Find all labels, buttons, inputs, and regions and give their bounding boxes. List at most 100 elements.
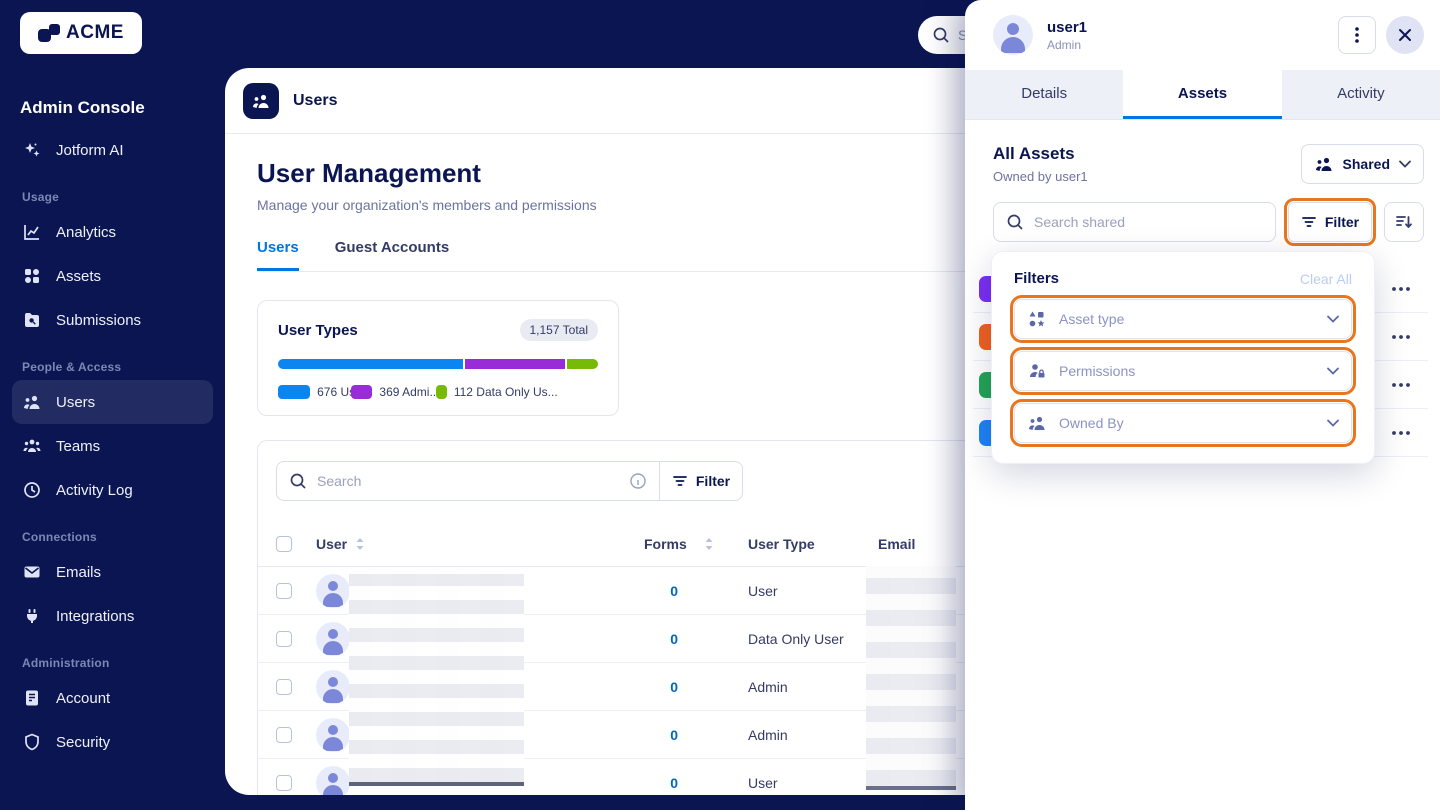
row-actions-icon[interactable]: [1392, 430, 1410, 435]
assets-icon: [22, 266, 42, 286]
tab-users[interactable]: Users: [257, 239, 299, 271]
sort-icon[interactable]: [355, 537, 365, 551]
filter-permissions-dropdown[interactable]: Permissions: [1010, 347, 1356, 395]
acme-logo[interactable]: ACME: [20, 12, 142, 54]
tab-details[interactable]: Details: [1021, 84, 1068, 102]
panel-user-role: Admin: [1047, 37, 1082, 52]
chevron-down-icon: [1327, 315, 1339, 323]
chevron-down-icon: [1327, 419, 1339, 427]
select-all-checkbox[interactable]: [276, 535, 292, 552]
user-type-cell: Admin: [748, 726, 788, 743]
forms-count-link[interactable]: 0: [670, 630, 678, 647]
bar-segment-admins: [464, 359, 566, 369]
avatar: [316, 669, 350, 704]
tab-activity[interactable]: Activity: [1337, 84, 1385, 102]
users-icon: [22, 392, 42, 412]
sidebar-item-label: Jotform AI: [56, 141, 124, 159]
row-checkbox[interactable]: [276, 775, 292, 791]
column-header-forms[interactable]: Forms: [644, 535, 687, 552]
emails-icon: [22, 562, 42, 582]
activity-log-icon: [22, 480, 42, 500]
info-icon: [629, 472, 647, 490]
panel-tabs: Details Assets Activity: [965, 70, 1440, 120]
sidebar-item-activity-log[interactable]: Activity Log: [12, 468, 213, 512]
forms-count-link[interactable]: 0: [670, 678, 678, 695]
global-search-text: S: [958, 27, 968, 43]
sidebar-item-label: Teams: [56, 437, 101, 455]
table-row[interactable]: 0 Admin: [258, 663, 985, 711]
tab-assets[interactable]: Assets: [1123, 70, 1282, 119]
sidebar-item-teams[interactable]: Teams: [12, 424, 213, 468]
user-type-cell: Data Only User: [748, 630, 844, 647]
column-header-user-type[interactable]: User Type: [748, 535, 815, 552]
shared-search-input[interactable]: [1034, 214, 1263, 230]
forms-count-link[interactable]: 0: [670, 726, 678, 743]
main-tabs: Users Guest Accounts: [257, 239, 985, 272]
forms-count-link[interactable]: 0: [670, 582, 678, 599]
bar-segment-data-only: [567, 359, 598, 369]
assets-sort-button[interactable]: [1384, 202, 1424, 242]
sidebar-item-account[interactable]: Account: [12, 676, 213, 720]
sidebar-item-label: Emails: [56, 563, 102, 581]
row-checkbox[interactable]: [276, 582, 292, 599]
users-page-icon: [243, 82, 279, 119]
table-filter-button[interactable]: Filter: [660, 462, 742, 500]
permissions-icon: [1027, 361, 1047, 381]
panel-menu-button[interactable]: [1338, 16, 1376, 54]
filter-label: Permissions: [1059, 363, 1136, 379]
filters-popup: Filters Clear All Asset type Permissions…: [991, 251, 1375, 464]
row-checkbox[interactable]: [276, 726, 292, 743]
avatar: [316, 621, 350, 656]
legend-label: 112 Data Only Us...: [453, 385, 558, 399]
filters-title: Filters: [1014, 270, 1060, 287]
sidebar-item-label: Assets: [56, 267, 102, 285]
sidebar-item-users[interactable]: Users: [12, 380, 213, 424]
close-icon: [1398, 28, 1412, 42]
chevron-down-icon: [1327, 367, 1339, 375]
clear-all-button[interactable]: Clear All: [1299, 270, 1352, 287]
account-icon: [22, 688, 42, 708]
row-actions-icon[interactable]: [1392, 382, 1410, 387]
sidebar-item-submissions[interactable]: Submissions: [12, 298, 213, 342]
sort-icon[interactable]: [704, 537, 714, 551]
sidebar: ACME Admin Console Jotform AI Usage Anal…: [0, 0, 225, 810]
user-type-cell: Admin: [748, 678, 788, 695]
row-actions-icon[interactable]: [1392, 334, 1410, 339]
table-row[interactable]: 0 User: [258, 567, 985, 615]
row-checkbox[interactable]: [276, 630, 292, 647]
acme-logo-icon: [38, 24, 61, 42]
bar-segment-users: [278, 359, 463, 369]
table-row[interactable]: 0 User: [258, 759, 985, 795]
all-assets-title: All Assets: [993, 144, 1075, 163]
sidebar-item-security[interactable]: Security: [12, 720, 213, 764]
filter-icon: [672, 474, 688, 488]
user-types-card: User Types 1,157 Total 676 Us... 369 Adm…: [257, 300, 619, 416]
filter-asset-type-dropdown[interactable]: Asset type: [1010, 295, 1356, 343]
table-search: [277, 462, 659, 500]
sidebar-item-assets[interactable]: Assets: [12, 254, 213, 298]
sidebar-item-integrations[interactable]: Integrations: [12, 594, 213, 638]
row-actions-icon[interactable]: [1392, 286, 1410, 291]
table-row[interactable]: 0 Data Only User: [258, 615, 985, 663]
tab-guest-accounts[interactable]: Guest Accounts: [334, 239, 450, 256]
filter-owned-by-dropdown[interactable]: Owned By: [1010, 399, 1356, 447]
avatar: [316, 766, 350, 795]
column-header-user[interactable]: User: [316, 535, 348, 552]
panel-header: user1 Admin: [965, 0, 1440, 70]
legend-swatch-admins: [351, 385, 373, 399]
table-row[interactable]: 0 Admin: [258, 711, 985, 759]
assets-filter-button[interactable]: Filter: [1284, 198, 1376, 246]
panel-close-button[interactable]: [1386, 16, 1424, 54]
shared-dropdown[interactable]: Shared: [1300, 144, 1424, 184]
sidebar-item-label: Analytics: [56, 223, 117, 241]
table-search-input[interactable]: [317, 473, 619, 489]
row-checkbox[interactable]: [276, 678, 292, 695]
forms-count-link[interactable]: 0: [670, 775, 678, 791]
sidebar-item-emails[interactable]: Emails: [12, 550, 213, 594]
sidebar-item-jotform-ai[interactable]: Jotform AI: [12, 128, 213, 172]
asset-type-shapes-icon: [1027, 309, 1047, 329]
column-header-email[interactable]: Email: [878, 535, 916, 552]
sidebar-item-analytics[interactable]: Analytics: [12, 210, 213, 254]
total-badge: 1,157 Total: [519, 319, 598, 341]
search-icon: [1006, 213, 1024, 231]
